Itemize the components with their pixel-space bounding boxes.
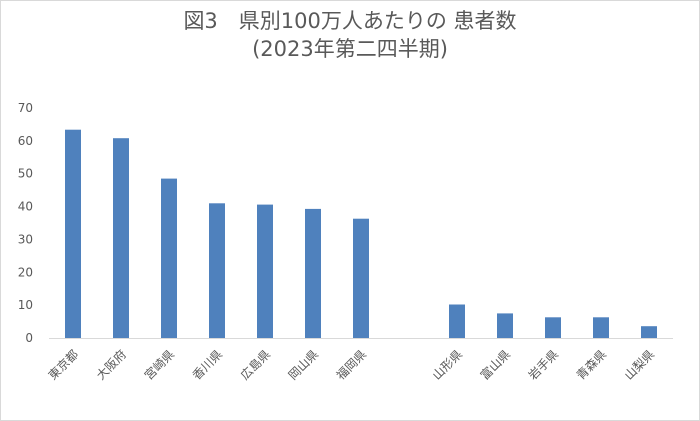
x-tick-label: 青森県: [573, 347, 609, 383]
x-tick-label: 山形県: [430, 347, 465, 382]
bar: [305, 208, 321, 338]
chart-title: 図3 県別100万人あたりの 患者数: [183, 9, 517, 33]
y-tick-label: 70: [18, 101, 33, 115]
bar: [257, 204, 273, 338]
x-tick-label: 広島県: [237, 347, 273, 383]
bar: [161, 178, 177, 338]
y-tick-label: 10: [18, 298, 33, 312]
x-tick-label: 岩手県: [525, 347, 561, 383]
bar: [353, 218, 369, 338]
y-tick-label: 0: [25, 331, 33, 345]
chart-subtitle: (2023年第二四半期): [252, 37, 448, 61]
x-tick-label: 香川県: [190, 347, 225, 382]
bar: [545, 317, 561, 338]
y-tick-label: 20: [18, 265, 33, 279]
y-tick-label: 50: [18, 167, 33, 181]
x-tick-label: 山梨県: [622, 347, 657, 382]
y-tick-label: 30: [18, 232, 33, 246]
x-tick-label: 福岡県: [333, 347, 369, 383]
bar: [641, 326, 657, 338]
x-tick-label: 富山県: [477, 347, 513, 383]
bar: [65, 129, 81, 338]
y-tick-label: 60: [18, 134, 33, 148]
bar: [449, 304, 465, 338]
y-tick-label: 40: [18, 200, 33, 214]
bar: [113, 138, 129, 338]
bar: [209, 203, 225, 338]
x-tick-label: 大阪府: [93, 347, 129, 383]
x-tick-label: 東京都: [46, 347, 81, 382]
x-tick-label: 岡山県: [286, 347, 321, 382]
x-tick-label: 宮崎県: [141, 347, 177, 383]
bar: [497, 313, 513, 338]
bar: [593, 317, 609, 338]
